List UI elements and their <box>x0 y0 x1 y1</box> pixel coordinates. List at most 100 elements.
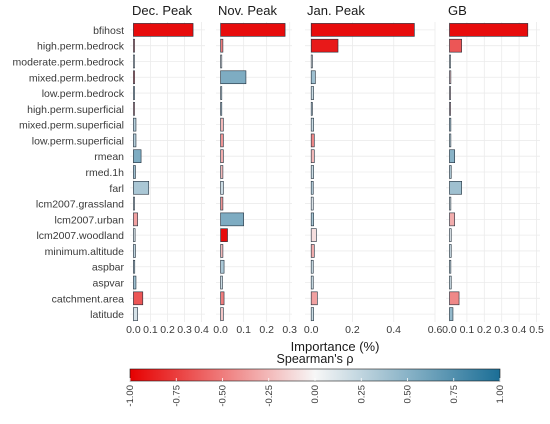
category-label: lcm2007.grassland <box>36 199 124 211</box>
bar <box>310 133 315 148</box>
bar <box>449 291 460 306</box>
bar <box>220 117 224 132</box>
bar <box>133 133 137 148</box>
panel-4 <box>446 22 540 322</box>
bar <box>449 165 452 179</box>
x-tick-label: 0.3 <box>494 324 509 336</box>
bar <box>449 228 452 242</box>
category-label: high.perm.superficial <box>27 104 124 116</box>
bar <box>449 133 452 148</box>
bar <box>310 291 318 306</box>
bar <box>133 54 135 69</box>
bar <box>133 181 150 195</box>
bar <box>220 275 223 290</box>
bar <box>133 196 135 211</box>
legend-title: Spearman's ρ <box>277 352 354 366</box>
x-tick-label: 0.2 <box>477 324 492 336</box>
x-tick-label: 0.3 <box>177 324 192 336</box>
panel-1 <box>130 22 205 322</box>
category-label: mixed.perm.superficial <box>19 120 124 132</box>
bar <box>220 23 286 37</box>
bar <box>449 275 452 290</box>
bar <box>133 275 137 290</box>
bar <box>449 54 451 69</box>
legend-tick-label: 0.00 <box>310 385 321 404</box>
bar <box>449 70 452 85</box>
bar <box>133 228 136 242</box>
x-tick-label: 0.0 <box>126 324 141 336</box>
bar <box>310 228 317 242</box>
bar <box>449 38 462 53</box>
bar <box>133 307 138 321</box>
panel-title: Nov. Peak <box>218 3 278 18</box>
bar <box>310 102 313 116</box>
x-tick-label: 0.2 <box>259 324 274 336</box>
bar <box>449 196 452 211</box>
bar <box>220 307 224 321</box>
bar <box>133 86 135 100</box>
bar <box>133 23 194 37</box>
category-label: low.perm.superficial <box>32 135 124 147</box>
x-tick-label: 0.0 <box>442 324 457 336</box>
category-label: rmed.1h <box>85 167 124 179</box>
bar <box>449 86 451 100</box>
bar <box>449 181 462 195</box>
bar <box>220 196 224 211</box>
category-label: rmean <box>94 151 124 163</box>
bar <box>220 149 224 163</box>
x-tick-label: 0.1 <box>460 324 475 336</box>
bar <box>310 259 314 274</box>
bar <box>133 117 137 132</box>
bar <box>310 23 415 37</box>
category-label: latitude <box>90 309 124 321</box>
bar <box>220 259 225 274</box>
bar <box>220 212 244 227</box>
x-tick-label: 0.0 <box>304 324 319 336</box>
category-label: minimum.altitude <box>45 246 125 258</box>
bar <box>133 70 135 85</box>
x-tick-label: 0.2 <box>160 324 175 336</box>
legend-tick-label: -0.25 <box>264 385 275 407</box>
category-label: bfihost <box>93 25 124 37</box>
legend-tick-label: -1.00 <box>125 385 136 407</box>
bar <box>133 165 136 179</box>
bar <box>449 244 452 258</box>
bar <box>220 70 247 85</box>
bar <box>310 38 339 53</box>
panel-title: Jan. Peak <box>307 3 365 18</box>
bar <box>310 196 314 211</box>
legend-tick-label: 0.75 <box>449 385 460 404</box>
bar <box>133 212 138 227</box>
bar <box>310 149 315 163</box>
bar <box>220 165 224 179</box>
x-tick-label: 0.2 <box>345 324 360 336</box>
bar <box>310 165 314 179</box>
bar <box>133 291 144 306</box>
category-label: low.perm.bedrock <box>42 88 125 100</box>
bar <box>449 23 529 37</box>
legend-tick-label: 0.25 <box>356 385 367 404</box>
bar <box>220 228 228 242</box>
category-label: aspbar <box>92 262 125 274</box>
bar <box>449 102 451 116</box>
category-label: mixed.perm.bedrock <box>29 72 125 84</box>
bar <box>449 259 452 274</box>
bar <box>449 307 454 321</box>
category-label: moderate.perm.bedrock <box>13 56 125 68</box>
bar <box>310 181 314 195</box>
x-tick-label: 0.1 <box>236 324 251 336</box>
bar <box>220 54 223 69</box>
category-label: catchment.area <box>52 293 125 305</box>
bar <box>310 307 314 321</box>
bar <box>220 102 223 116</box>
panel-3 <box>305 22 436 322</box>
bar <box>310 244 315 258</box>
bar <box>133 259 136 274</box>
legend-tick-label: -0.75 <box>171 385 182 407</box>
category-label: aspvar <box>92 278 124 290</box>
bar <box>310 212 314 227</box>
x-tick-label: 0.3 <box>282 324 297 336</box>
category-label: high.perm.bedrock <box>37 41 125 53</box>
bar <box>449 149 456 163</box>
